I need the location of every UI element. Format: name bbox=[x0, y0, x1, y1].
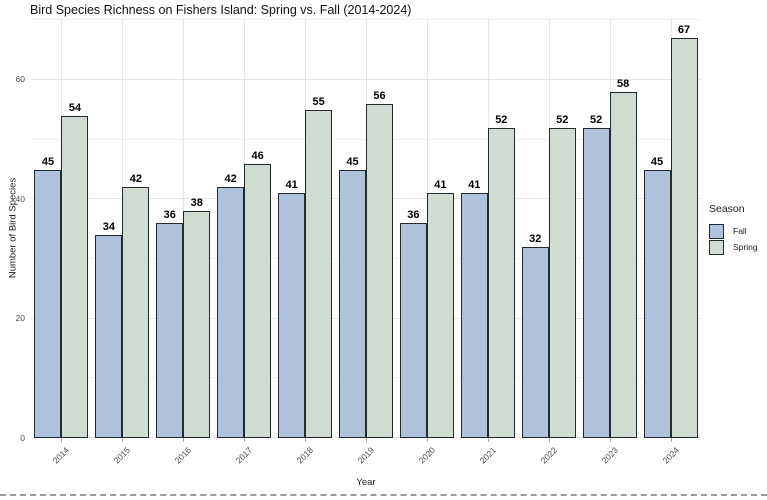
page-bottom-divider bbox=[0, 494, 767, 496]
x-tick-label-2022: 2022 bbox=[538, 445, 559, 466]
bar-value-label-spring-2022: 52 bbox=[556, 113, 569, 126]
legend-label-fall: Fall bbox=[733, 226, 747, 236]
chart-title: Bird Species Richness on Fishers Island:… bbox=[30, 3, 412, 17]
x-tick-mark-2014 bbox=[61, 438, 63, 442]
y-tick-label-20: 20 bbox=[15, 313, 25, 324]
bar-fall-2019 bbox=[339, 169, 366, 438]
legend-entries: Fall Spring bbox=[709, 223, 758, 255]
x-axis-title: Year bbox=[356, 477, 376, 488]
x-tick-label-2018: 2018 bbox=[294, 445, 316, 466]
bar-value-label-fall-2022: 32 bbox=[529, 233, 542, 246]
bar-fall-2016 bbox=[156, 223, 184, 438]
x-tick-mark-2020 bbox=[426, 438, 428, 442]
y-tick-label-0: 0 bbox=[20, 432, 25, 443]
bar-fall-2017 bbox=[217, 187, 245, 438]
x-tick-mark-2018 bbox=[305, 438, 307, 442]
bar-spring-2022 bbox=[548, 127, 576, 438]
x-tick-mark-2015 bbox=[122, 438, 124, 442]
legend-title: Season bbox=[709, 203, 745, 215]
bar-fall-2024 bbox=[643, 169, 671, 438]
bar-fall-2014 bbox=[34, 169, 62, 438]
bar-fall-2018 bbox=[278, 193, 306, 438]
bar-spring-2021 bbox=[487, 127, 515, 438]
x-tick-label-2020: 2020 bbox=[416, 445, 437, 466]
x-tick-label-2023: 2023 bbox=[599, 445, 620, 466]
bar-value-label-spring-2018: 55 bbox=[312, 95, 325, 108]
bar-value-label-spring-2024: 67 bbox=[677, 24, 691, 37]
legend-swatch-spring bbox=[709, 239, 724, 255]
bar-spring-2016 bbox=[183, 211, 211, 438]
bar-value-label-fall-2014: 45 bbox=[41, 155, 55, 168]
bar-value-label-spring-2021: 52 bbox=[495, 113, 508, 126]
x-tick-label-2014: 2014 bbox=[51, 445, 72, 466]
y-tick-label-60: 60 bbox=[15, 74, 25, 85]
bar-value-label-fall-2018: 41 bbox=[285, 179, 298, 192]
legend-swatch-fall bbox=[709, 223, 724, 239]
bar-spring-2017 bbox=[244, 163, 272, 438]
x-tick-label-2024: 2024 bbox=[660, 445, 681, 466]
bar-value-label-fall-2017: 42 bbox=[224, 173, 237, 186]
bar-spring-2020 bbox=[426, 193, 454, 438]
x-tick-label-2019: 2019 bbox=[355, 445, 377, 466]
bar-value-label-spring-2017: 46 bbox=[251, 149, 264, 162]
legend-key-fall: Fall bbox=[709, 223, 758, 239]
x-tick-mark-2019 bbox=[366, 438, 367, 442]
bar-value-label-spring-2019: 56 bbox=[373, 89, 386, 102]
bar-value-label-spring-2016: 38 bbox=[190, 197, 203, 210]
x-tick-label-2017: 2017 bbox=[233, 445, 255, 466]
bar-value-label-fall-2023: 52 bbox=[590, 113, 603, 126]
x-tick-label-2021: 2021 bbox=[477, 445, 498, 466]
x-tick-mark-2024 bbox=[670, 438, 672, 442]
bar-spring-2015 bbox=[122, 187, 150, 438]
bar-fall-2023 bbox=[582, 127, 610, 438]
bar-value-label-spring-2014: 54 bbox=[68, 101, 82, 114]
bar-fall-2021 bbox=[460, 193, 488, 438]
legend: Season Fall Spring bbox=[709, 203, 758, 255]
x-tick-mark-2023 bbox=[609, 438, 611, 442]
x-tick-mark-2017 bbox=[244, 438, 246, 442]
bar-fall-2022 bbox=[521, 247, 549, 438]
x-tick-label-2015: 2015 bbox=[111, 445, 133, 466]
bar-value-label-fall-2024: 45 bbox=[650, 155, 664, 168]
x-tick-mark-2021 bbox=[487, 438, 489, 442]
bar-value-label-spring-2023: 58 bbox=[617, 77, 630, 90]
bar-value-label-fall-2021: 41 bbox=[468, 179, 481, 192]
bar-spring-2023 bbox=[609, 91, 637, 438]
bar-value-label-fall-2019: 45 bbox=[346, 155, 359, 168]
bar-spring-2024 bbox=[670, 38, 698, 438]
legend-label-spring: Spring bbox=[733, 242, 758, 252]
bar-value-label-fall-2015: 34 bbox=[102, 221, 115, 234]
bar-fall-2020 bbox=[399, 223, 427, 438]
bar-value-label-spring-2020: 41 bbox=[434, 179, 447, 192]
bar-value-label-fall-2020: 36 bbox=[407, 209, 420, 222]
bar-value-label-spring-2015: 42 bbox=[129, 173, 142, 186]
bar-spring-2018 bbox=[305, 109, 333, 438]
x-tick-mark-2016 bbox=[183, 438, 185, 442]
bar-spring-2019 bbox=[366, 103, 393, 438]
legend-key-spring: Spring bbox=[709, 239, 758, 255]
bar-value-label-fall-2016: 36 bbox=[163, 209, 176, 222]
bar-spring-2014 bbox=[61, 115, 89, 438]
bar-fall-2015 bbox=[95, 235, 123, 438]
plot-panel: 45 34 36 42 41 45 36 41 32 52 45 54 42 38 46 55 56 41 52 52… bbox=[31, 18, 701, 438]
y-tick-label-40: 40 bbox=[15, 193, 25, 204]
x-tick-label-2016: 2016 bbox=[172, 445, 194, 466]
x-tick-mark-2022 bbox=[548, 438, 550, 442]
